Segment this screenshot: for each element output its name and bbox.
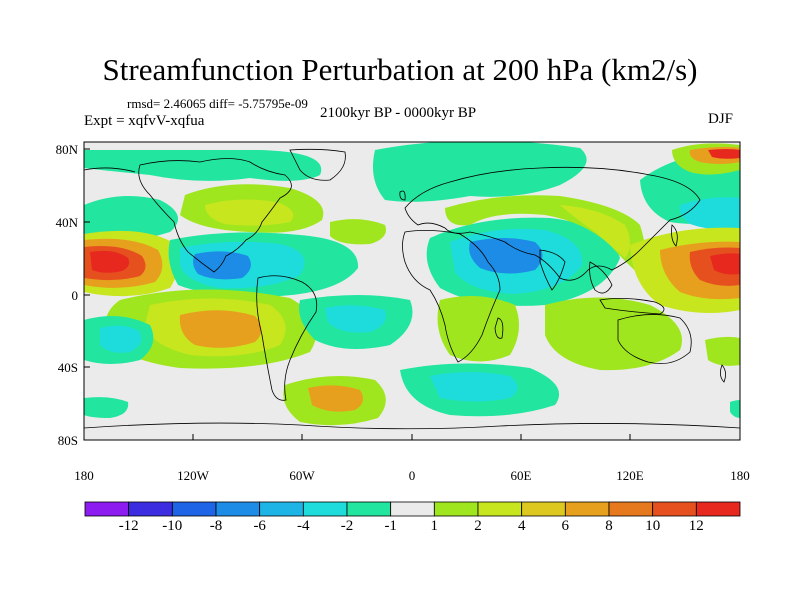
colorbar-label: 2 [474, 518, 482, 534]
contour-south-atlantic-high-2 [308, 385, 364, 412]
axis-ticks [84, 148, 631, 441]
colorbar-label: -8 [209, 518, 223, 534]
colorbar [84, 501, 741, 517]
colorbar-label: 12 [688, 518, 704, 534]
coastline-japan [671, 224, 678, 247]
colorbar-label: 8 [605, 518, 613, 534]
lat-label-40n: 40N [55, 215, 78, 230]
contour-south-pacific-low-core [100, 325, 142, 353]
colorbar-cell [695, 501, 741, 517]
lon-label-120e: 120E [616, 468, 644, 483]
contour-northeast-pacific-ridge-peak [708, 149, 740, 159]
colorbar-cell [259, 501, 304, 517]
contour-southeast-pacific-high-3 [179, 310, 262, 348]
season-text: DJF [708, 111, 734, 127]
colorbar-cell [390, 501, 435, 517]
contour-west-pacific-high-core [710, 253, 740, 275]
chart-title: Streamfunction Perturbation at 200 hPa (… [102, 52, 698, 87]
coastline-uk [399, 190, 406, 201]
colorbar-label: -10 [162, 518, 183, 534]
colorbar-cell [652, 501, 697, 517]
colorbar-cell [346, 501, 392, 517]
contour-southwest-pacific-low [730, 400, 740, 418]
colorbar-label: -1 [384, 518, 397, 534]
coastline-australia [617, 314, 692, 365]
colorbar-label: -4 [297, 518, 310, 534]
contour-north-atlantic-ridge-inner [205, 199, 294, 226]
lon-label-120w: 120W [177, 468, 209, 483]
colorbar-cell [84, 501, 130, 517]
lat-label-80n: 80N [55, 142, 78, 157]
contour-southwest-pacific-ridge [705, 336, 740, 366]
colorbar-label: -2 [340, 518, 354, 534]
colorbar-cell [433, 501, 479, 517]
colorbar-cell [171, 501, 217, 517]
coastline-africa [402, 230, 501, 363]
lon-label-60w: 60W [289, 468, 315, 483]
coastline-south-america [256, 275, 318, 401]
colorbar-cell [302, 501, 348, 517]
colorbar-cell [128, 501, 173, 517]
colorbar-cell [608, 501, 654, 517]
coastline-alaska [84, 167, 136, 173]
coastline-new-zealand [720, 364, 726, 383]
colorbar-cell [564, 501, 610, 517]
lon-label-180e: 180 [730, 468, 750, 483]
stats-text: rmsd= 2.46065 diff= -5.75795e-09 [127, 96, 308, 111]
contour-south-indian-low-2 [430, 372, 518, 402]
experiment-text: Expt = xqfvV-xqfua [84, 113, 205, 129]
contour-arctic-northwest [84, 150, 322, 181]
contour-central-asia-high-inner [560, 205, 630, 258]
colorbar-cell [215, 501, 261, 517]
contour-southern-africa-ridge [437, 296, 519, 362]
coastline-madagascar [494, 317, 504, 339]
coastlines [84, 148, 740, 430]
lon-label-60e: 60E [510, 468, 532, 483]
colorbar-cell [521, 501, 566, 517]
coastline-india [539, 249, 566, 291]
lon-label-0: 0 [408, 468, 416, 483]
contour-central-pacific-high-core [90, 250, 130, 273]
colorbar-label: 10 [645, 518, 661, 534]
lon-label-180w: 180 [74, 468, 94, 483]
coastline-antarctica [84, 422, 740, 430]
contour-north-pacific-low [84, 196, 178, 241]
coastline-indonesia [599, 298, 665, 315]
contour-fields [84, 142, 740, 426]
contour-arctic-low [373, 142, 587, 202]
lat-label-0: 0 [71, 288, 79, 303]
colorbar-label: -12 [118, 518, 139, 534]
contour-maritime-continent-ridge [545, 297, 682, 371]
coastline-southeast-asia [589, 261, 613, 294]
colorbar-label: 1 [430, 518, 439, 534]
contour-west-atlantic-ridge [330, 219, 386, 245]
colorbar-label: 4 [517, 518, 526, 534]
contour-south-asia-low-core [469, 238, 543, 274]
coastline-greenland [289, 148, 346, 181]
contour-far-south-pacific-low [84, 397, 129, 418]
colorbar-label: 6 [561, 518, 570, 534]
coastline-north-america [138, 158, 292, 273]
period-text: 2100kyr BP - 0000kyr BP [320, 105, 477, 121]
contour-east-pacific-low-core [193, 251, 251, 280]
contour-northwest-pacific-low [679, 197, 740, 230]
lat-label-80s: 80S [57, 433, 78, 448]
colorbar-cell [477, 501, 523, 517]
colorbar-label: -6 [253, 518, 266, 534]
lat-label-40s: 40S [57, 360, 78, 375]
contour-south-atlantic-low-core [325, 305, 386, 333]
